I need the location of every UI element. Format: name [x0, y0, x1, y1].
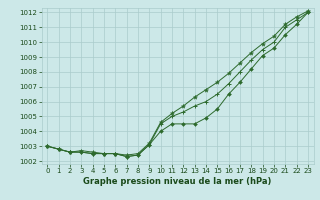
X-axis label: Graphe pression niveau de la mer (hPa): Graphe pression niveau de la mer (hPa) — [84, 177, 272, 186]
